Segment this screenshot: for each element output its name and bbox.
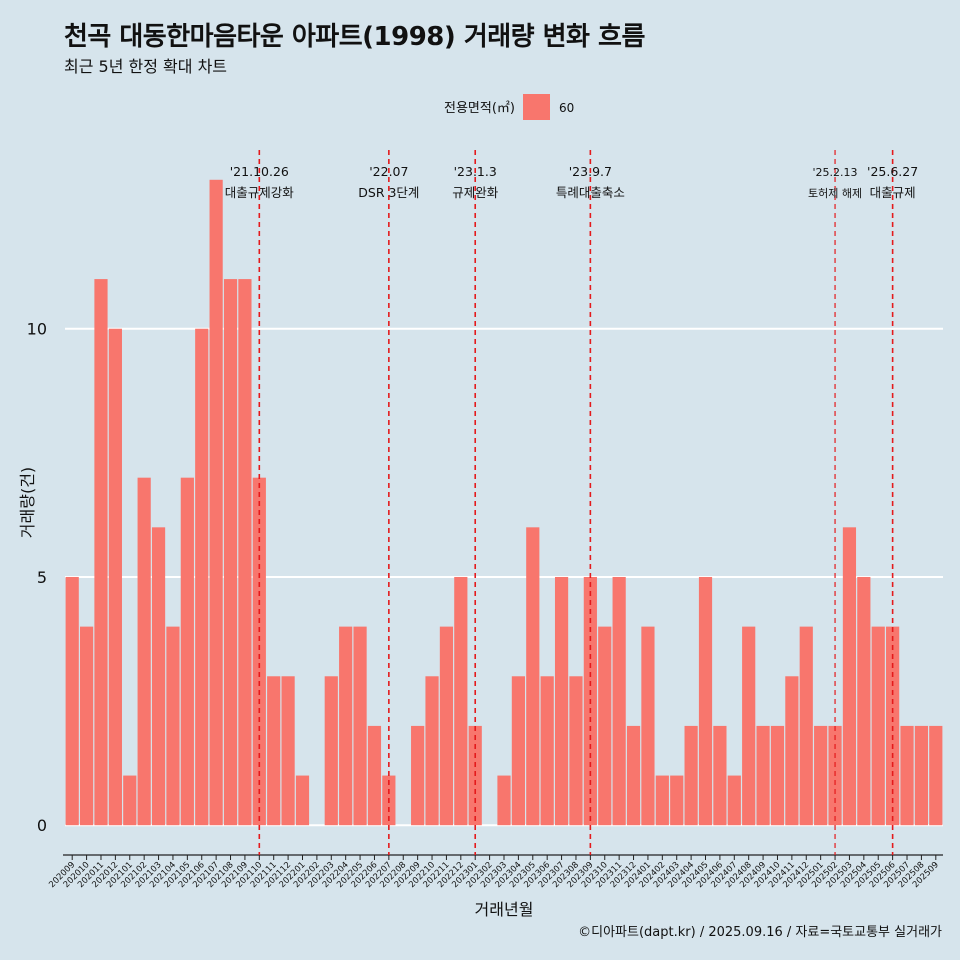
y-tick-label: 10 (27, 320, 47, 339)
event-name-label: 대출규제 (870, 185, 916, 200)
event-date-label: '22.07 (369, 164, 408, 179)
bar (770, 725, 785, 826)
bar (886, 626, 900, 826)
event-date-label: '23.9.7 (569, 164, 612, 179)
bar (598, 626, 612, 826)
bar (914, 725, 929, 826)
bar (929, 725, 943, 826)
y-tick-label: 0 (37, 816, 47, 835)
bar (166, 626, 180, 826)
legend-swatch (523, 94, 550, 120)
bar (223, 279, 238, 826)
event-name-label: 규제완화 (452, 185, 499, 200)
bar (151, 527, 166, 826)
bar (367, 725, 382, 826)
legend-title: 전용면적(㎡) (444, 101, 515, 116)
y-axis-title: 거래량(건) (18, 467, 37, 538)
event-date-label: '21.10.26 (230, 164, 289, 179)
chart-subtitle: 최근 5년 한정 확대 차트 (64, 57, 228, 76)
source-caption: ©디아파트(dapt.kr) / 2025.09.16 / 자료=국토교통부 실… (578, 925, 942, 940)
bar (281, 676, 295, 826)
bar (857, 576, 871, 826)
bar (137, 477, 151, 826)
bar (684, 725, 698, 826)
bar (554, 576, 569, 826)
bar (526, 527, 540, 826)
bar (756, 725, 770, 826)
x-axis-title: 거래년월 (475, 900, 534, 919)
bar (742, 626, 756, 826)
bar (353, 626, 367, 826)
event-date-label: '25.2.13 (813, 166, 858, 179)
bar (180, 477, 194, 826)
bar (655, 775, 669, 826)
y-tick-label: 5 (37, 568, 47, 587)
chart-title: 천곡 대동한마음타운 아파트(1998) 거래량 변화 흐름 (64, 22, 645, 52)
bar (497, 775, 511, 826)
bar (324, 676, 338, 826)
bar (425, 676, 439, 826)
bar (209, 179, 223, 826)
bar (569, 676, 583, 826)
event-date-label: '25.6.27 (867, 164, 918, 179)
bar (79, 626, 94, 826)
bar (540, 676, 554, 826)
bar (713, 725, 727, 826)
bar (195, 328, 209, 826)
legend-label: 60 (559, 101, 574, 115)
bar (842, 527, 857, 826)
bar (94, 279, 108, 826)
event-name-label: 토허제 해제 (808, 186, 862, 200)
bar (511, 676, 525, 826)
bar (670, 775, 684, 826)
bar (454, 576, 468, 826)
bar (339, 626, 353, 826)
bar (727, 775, 741, 826)
bar (785, 676, 799, 826)
bar (612, 576, 626, 826)
bar (626, 725, 641, 826)
bar (871, 626, 885, 826)
bar (267, 676, 281, 826)
bar (698, 576, 713, 826)
bar (641, 626, 655, 826)
event-date-label: '23.1.3 (454, 164, 497, 179)
bar (123, 775, 137, 826)
bar (900, 725, 914, 826)
bar (108, 328, 122, 826)
event-name-label: DSR 3단계 (358, 185, 419, 200)
bar (799, 626, 813, 826)
bar (814, 725, 828, 826)
bar (65, 576, 79, 826)
event-name-label: 특례대출축소 (556, 185, 625, 200)
bar (252, 477, 266, 826)
bar (295, 775, 310, 826)
bar (411, 725, 425, 826)
bar (238, 279, 252, 826)
event-name-label: 대출규제강화 (225, 185, 295, 200)
bar (439, 626, 454, 826)
